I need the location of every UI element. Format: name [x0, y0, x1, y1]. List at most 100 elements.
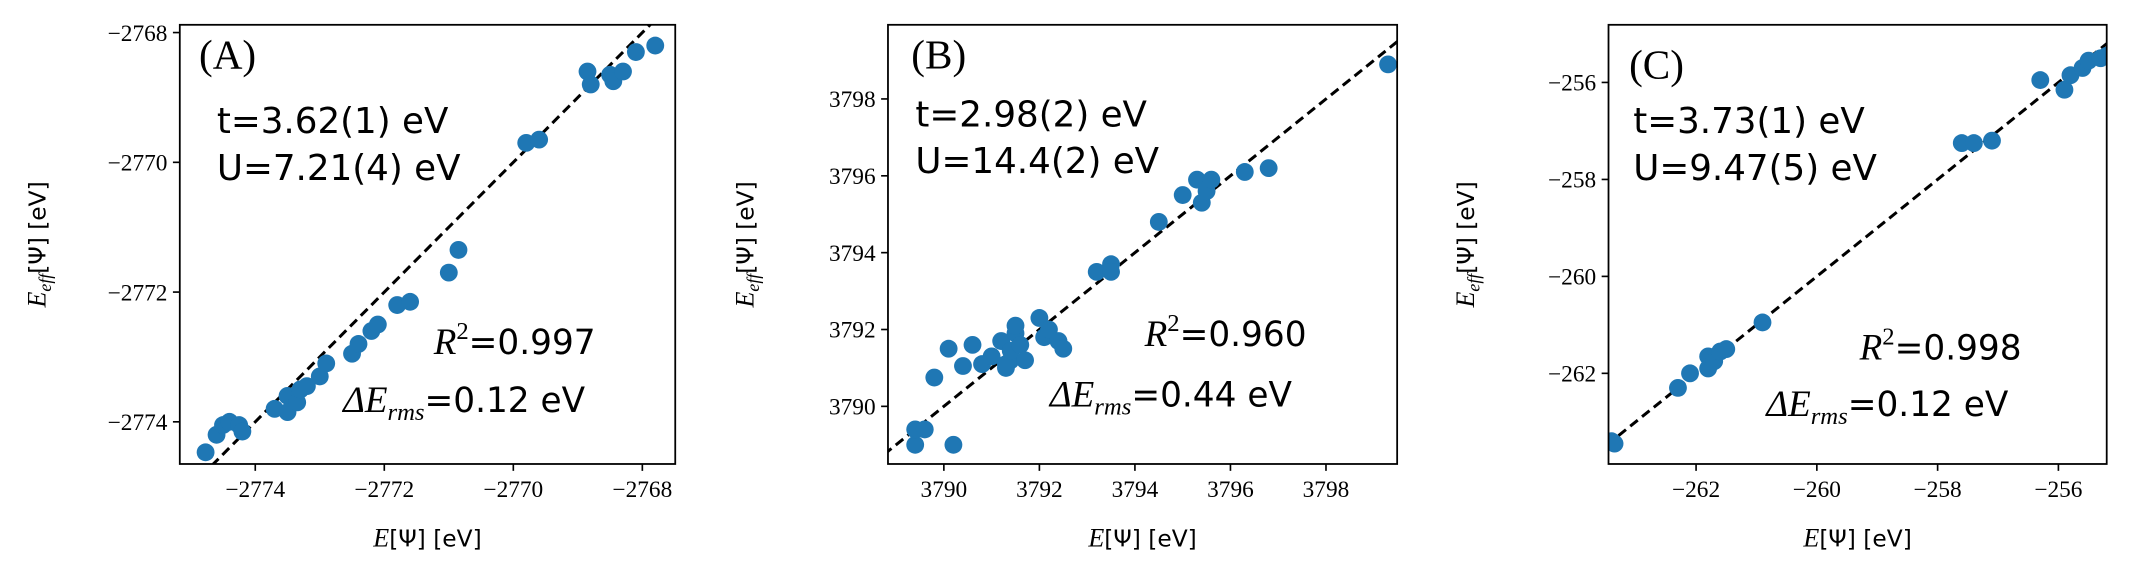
data-point: [1054, 339, 1073, 358]
data-point: [925, 368, 944, 387]
y-tick-label: 3792: [829, 318, 876, 344]
y-tick-label: −256: [1548, 71, 1596, 97]
r-squared-text: =0.997: [469, 323, 596, 363]
y-axis-label-subscript: eff: [743, 272, 763, 292]
x-tick-label: 3794: [1112, 477, 1159, 503]
panel-label: (B): [911, 32, 966, 79]
panel-label: (A): [199, 32, 256, 79]
x-axis-label-text: [Ψ] [eV]: [1819, 524, 1912, 552]
y-axis-label-text: [Ψ] [eV]: [731, 181, 759, 274]
x-axis-label-text: [Ψ] [eV]: [1104, 524, 1197, 552]
y-axis-label: Eeff[Ψ] [eV]: [730, 181, 762, 308]
x-tick-label: 3796: [1207, 477, 1254, 503]
data-point: [1149, 212, 1168, 231]
y-tick-label: −262: [1548, 362, 1596, 388]
rms-symbol: ΔE: [1048, 374, 1095, 415]
panel: 3790 3792 3794 3796 3798 3790 3792 3794 3796 3798…: [730, 23, 1399, 552]
r-squared: R2=0.998: [1859, 324, 2022, 369]
y-tick-label: −2772: [108, 280, 168, 306]
x-tick-label: 3790: [921, 477, 968, 503]
x-axis-label-text: [Ψ] [eV]: [389, 524, 482, 552]
data-point: [646, 36, 665, 55]
data-point: [1006, 316, 1025, 335]
data-point: [1681, 364, 1699, 383]
rms-text: =0.12 eV: [425, 381, 586, 421]
y-tick-label: −2770: [108, 151, 168, 177]
data-point: [401, 292, 420, 311]
annotation: t=3.62(1) eV: [217, 101, 449, 142]
data-point: [349, 335, 368, 353]
y-tick-label: −2774: [108, 410, 168, 436]
r-squared-superscript: 2: [456, 318, 468, 345]
data-point: [1102, 262, 1120, 281]
r-squared-symbol: R: [1144, 314, 1168, 355]
y-tick-label: 3796: [829, 164, 876, 190]
data-point: [2097, 46, 2107, 65]
data-point: [906, 435, 925, 454]
x-axis-label-symbol: E: [372, 523, 389, 552]
data-point: [297, 377, 316, 396]
r-squared-text: =0.960: [1180, 315, 1307, 355]
data-point: [982, 347, 1001, 366]
data-point: [1173, 186, 1192, 204]
x-tick-label: −2770: [483, 477, 543, 503]
rms-subscript: rms: [1094, 394, 1131, 421]
rms-subscript: rms: [1811, 403, 1848, 430]
r-squared-symbol: R: [1859, 328, 1883, 369]
y-tick-label: −2768: [108, 21, 168, 47]
y-tick-label: −260: [1548, 265, 1596, 291]
data-point: [1011, 335, 1030, 354]
panel-label: (C): [1629, 41, 1684, 88]
y-axis-label-subscript: eff: [35, 272, 55, 292]
x-tick-label: 3792: [1016, 477, 1063, 503]
data-point: [233, 422, 252, 441]
x-tick-label: −2768: [612, 477, 672, 503]
data-point: [581, 75, 600, 94]
annotation: t=2.98(2) eV: [915, 94, 1147, 135]
data-point: [439, 263, 458, 282]
y-axis-label-symbol: E: [1451, 292, 1480, 309]
x-tick-label: −262: [1672, 477, 1720, 503]
rms-text: =0.12 eV: [1848, 385, 2009, 425]
data-point: [368, 315, 387, 334]
rms-text: =0.44 eV: [1131, 375, 1292, 415]
reference-line: [211, 24, 653, 464]
plot-area: [196, 24, 665, 464]
data-point: [1087, 262, 1106, 281]
data-point: [1379, 55, 1397, 74]
data-point: [449, 240, 468, 259]
data-point: [1202, 170, 1221, 189]
r-squared-symbol: R: [433, 322, 457, 363]
axes-frame: [887, 23, 1399, 465]
y-axis-label-subscript: eff: [1464, 272, 1484, 292]
annotation: U=7.21(4) eV: [217, 148, 461, 189]
data-point: [1717, 340, 1736, 359]
plot-area: [1608, 41, 2107, 453]
x-tick-label: 3798: [1303, 477, 1350, 503]
data-point: [626, 43, 645, 61]
r-squared: R2=0.997: [433, 318, 596, 363]
data-point: [1259, 159, 1278, 178]
reference-line: [887, 39, 1398, 454]
y-tick-label: 3790: [829, 395, 876, 421]
annotation: U=9.47(5) eV: [1633, 148, 1877, 189]
x-tick-label: −260: [1793, 477, 1841, 503]
x-tick-label: −256: [2034, 477, 2082, 503]
data-point: [2055, 80, 2074, 99]
data-point: [317, 354, 336, 373]
reference-line: [1608, 41, 2107, 446]
data-point: [1753, 313, 1772, 332]
rms-subscript: rms: [387, 399, 424, 426]
rms-error: ΔErms=0.44 eV: [1048, 374, 1293, 420]
data-point: [939, 339, 958, 358]
x-tick-label: −2774: [225, 477, 285, 503]
data-point: [1016, 351, 1034, 370]
r-squared: R2=0.960: [1144, 310, 1307, 355]
rms-symbol: ΔE: [1764, 384, 1811, 425]
x-axis-label: E[Ψ] [eV]: [1802, 523, 1911, 552]
data-point: [963, 335, 982, 354]
panel: −2774 −2772 −2770 −2768 −2774 −2772 −2770 −2768…: [22, 21, 677, 552]
